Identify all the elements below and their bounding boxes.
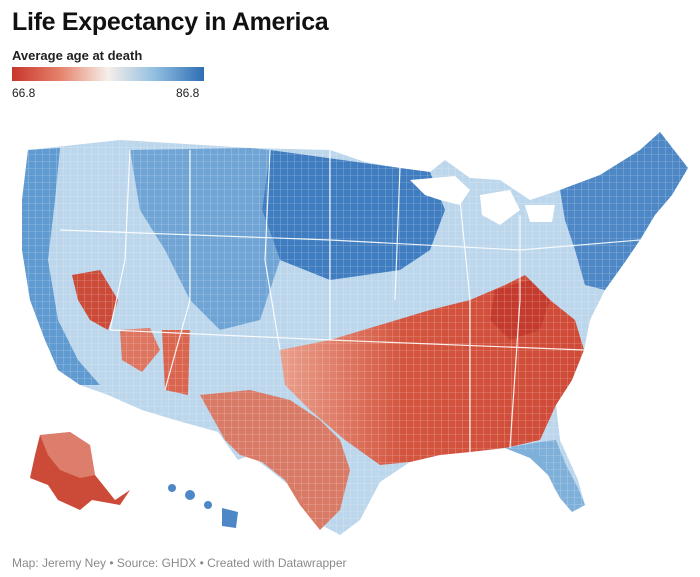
map-title: Life Expectancy in America	[12, 8, 329, 36]
legend-color-scale	[12, 67, 204, 81]
map-credits: Map: Jeremy Ney • Source: GHDX • Created…	[12, 556, 347, 570]
hawaii-islands	[168, 484, 238, 528]
county-borders	[22, 132, 688, 535]
alaska-outline-blue	[40, 432, 95, 478]
legend-min-label: 66.8	[12, 86, 36, 100]
state-borders	[59, 149, 641, 452]
legend-max-label: 86.8	[176, 86, 200, 100]
legend-title: Average age at death	[12, 48, 143, 63]
